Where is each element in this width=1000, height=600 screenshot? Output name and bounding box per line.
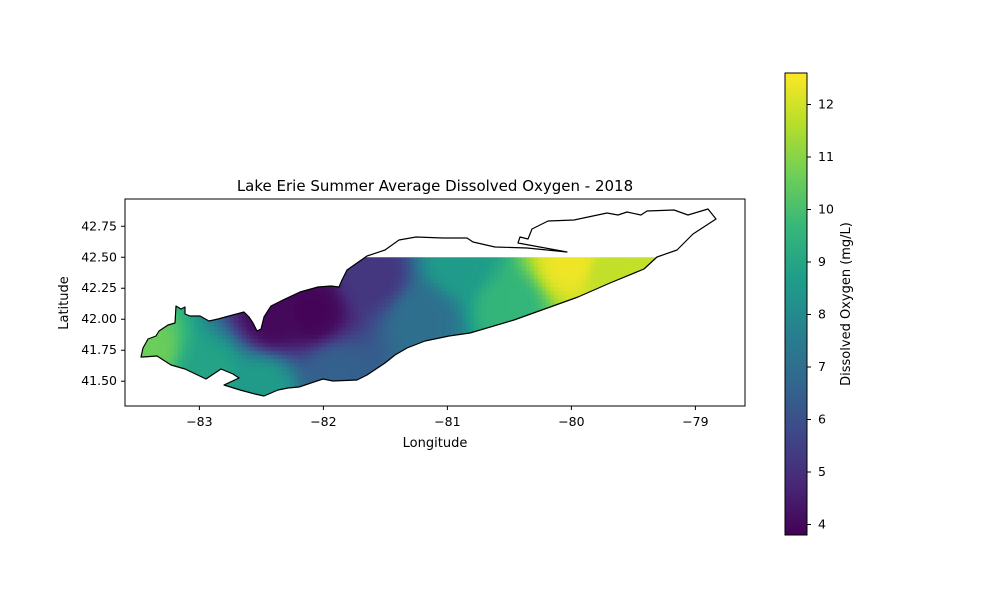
y-tick-label: 42.00 — [81, 311, 117, 326]
x-axis: −83 −82 −81 −80 −79 — [186, 406, 709, 429]
colorbar-ticks: 4 5 6 7 8 9 10 11 12 — [807, 97, 834, 532]
colorbar-tick-label: 11 — [818, 149, 834, 164]
chart-title: Lake Erie Summer Average Dissolved Oxyge… — [237, 177, 633, 195]
colorbar-tick-label: 7 — [818, 359, 826, 374]
y-axis: 41.50 41.75 42.00 42.25 42.50 42.75 — [81, 218, 125, 388]
colorbar-gradient — [784, 72, 808, 536]
plot-frame — [124, 198, 746, 407]
oxygen-heatmap-cells — [141, 257, 716, 396]
map-plot-area — [124, 198, 746, 407]
colorbar-tick-label: 6 — [818, 412, 826, 427]
colorbar-tick-label: 10 — [818, 202, 834, 217]
colorbar-tick-label: 12 — [818, 97, 834, 112]
x-tick-label: −82 — [310, 414, 336, 429]
colorbar-tick-label: 4 — [818, 517, 826, 532]
y-tick-label: 41.50 — [81, 373, 117, 388]
x-tick-label: −81 — [434, 414, 460, 429]
colorbar: 4 5 6 7 8 9 10 11 12 Dissolved Oxygen (mg/L) — [784, 72, 854, 536]
x-tick-label: −83 — [186, 414, 212, 429]
colorbar-label: Dissolved Oxygen (mg/L) — [839, 222, 854, 386]
x-tick-label: −79 — [682, 414, 708, 429]
y-tick-label: 42.75 — [81, 218, 117, 233]
lake-shoreline — [140, 208, 717, 397]
y-tick-label: 42.25 — [81, 280, 117, 295]
y-tick-label: 42.50 — [81, 249, 117, 264]
y-axis-label: Latitude — [57, 276, 72, 330]
y-tick-label: 41.75 — [81, 342, 117, 357]
heatmap-raster — [141, 257, 716, 396]
colorbar-tick-label: 9 — [818, 254, 826, 269]
oxygen-heatmap — [141, 257, 716, 396]
x-axis-label: Longitude — [403, 436, 468, 451]
colorbar-tick-label: 5 — [818, 464, 826, 479]
x-tick-label: −80 — [558, 414, 584, 429]
colorbar-tick-label: 8 — [818, 307, 826, 322]
